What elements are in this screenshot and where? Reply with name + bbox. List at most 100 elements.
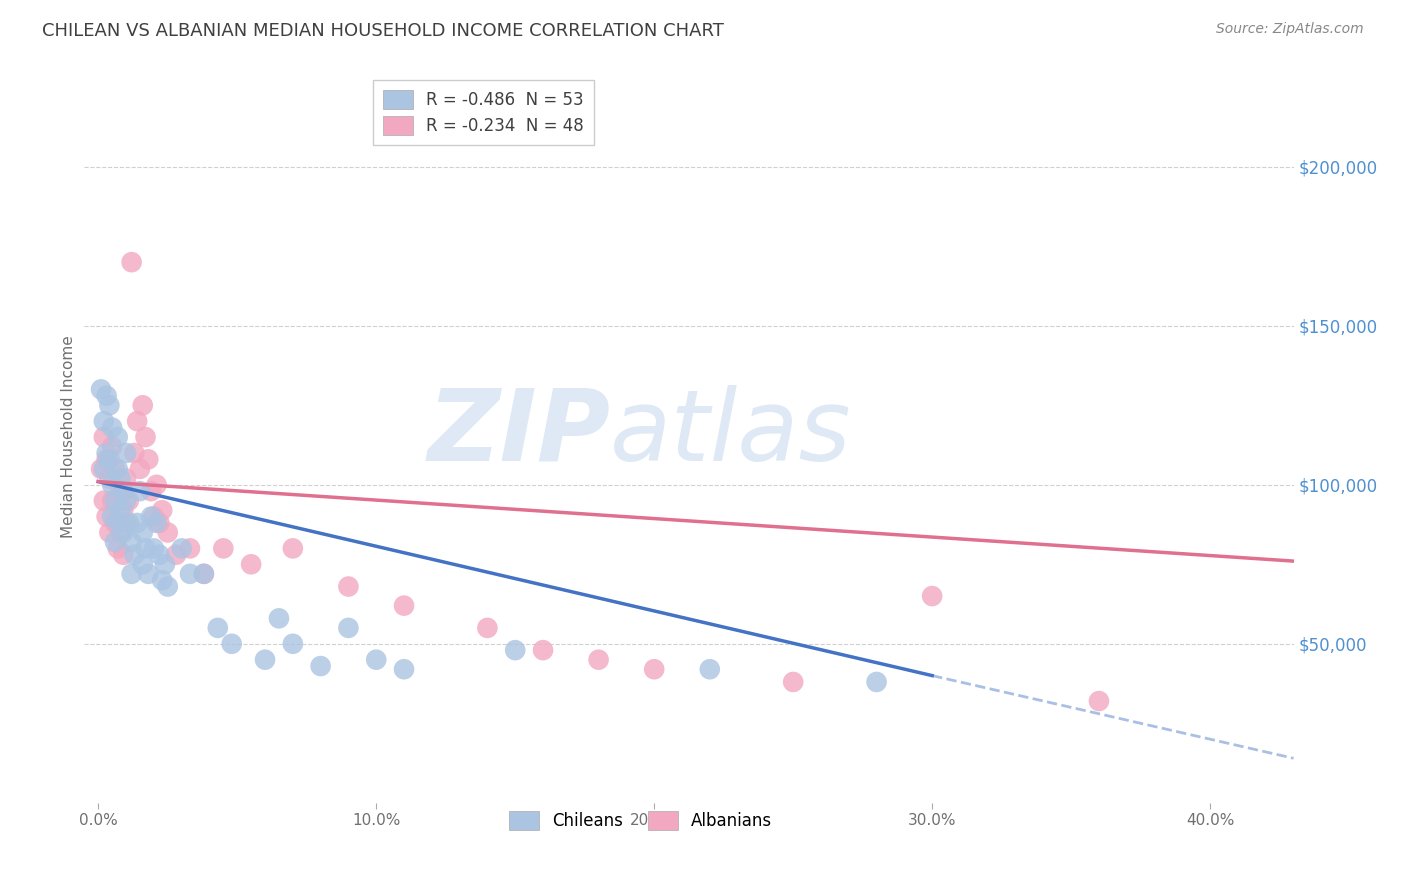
Point [107, 541, 129, 556]
Point [96, 389, 118, 403]
Point [129, 484, 152, 499]
Point [96, 446, 118, 460]
Point [115, 516, 138, 530]
Point [96, 509, 118, 524]
Point [104, 535, 127, 549]
Text: ZIP: ZIP [427, 385, 610, 482]
Point [112, 503, 135, 517]
Point [221, 637, 243, 651]
Point [107, 462, 129, 476]
Point [101, 493, 124, 508]
Point [127, 516, 149, 530]
Point [118, 516, 141, 530]
Point [153, 558, 176, 572]
Point [129, 462, 152, 476]
Point [110, 503, 132, 517]
Point [98, 471, 121, 485]
Point [101, 509, 124, 524]
Point [121, 566, 143, 581]
Point [366, 653, 388, 667]
Point [921, 589, 943, 603]
Point [503, 643, 526, 657]
Point [165, 548, 187, 562]
Point [101, 440, 124, 454]
Point [782, 675, 804, 690]
Point [136, 566, 159, 581]
Point [101, 420, 124, 434]
Point [112, 484, 135, 499]
Point [110, 525, 132, 540]
Point [142, 509, 165, 524]
Point [193, 566, 215, 581]
Point [107, 493, 129, 508]
Point [207, 621, 229, 635]
Point [643, 662, 665, 676]
Point [139, 509, 162, 524]
Point [90, 383, 112, 397]
Point [124, 548, 146, 562]
Point [107, 430, 129, 444]
Point [240, 558, 263, 572]
Point [865, 675, 887, 690]
Point [104, 493, 127, 508]
Text: atlas: atlas [610, 385, 852, 482]
Point [127, 414, 149, 428]
Point [179, 541, 201, 556]
Point [121, 255, 143, 269]
Point [156, 580, 179, 594]
Point [148, 516, 170, 530]
Point [93, 414, 115, 428]
Point [93, 462, 115, 476]
Point [98, 452, 121, 467]
Legend: Chileans, Albanians: Chileans, Albanians [501, 803, 780, 838]
Point [90, 462, 112, 476]
Point [115, 493, 138, 508]
Point [93, 430, 115, 444]
Point [309, 659, 332, 673]
Point [156, 525, 179, 540]
Point [588, 653, 610, 667]
Point [1088, 694, 1111, 708]
Point [139, 484, 162, 499]
Point [337, 621, 360, 635]
Point [101, 477, 124, 491]
Point [104, 516, 127, 530]
Point [179, 566, 201, 581]
Point [281, 637, 304, 651]
Point [392, 599, 415, 613]
Point [124, 446, 146, 460]
Point [118, 493, 141, 508]
Point [170, 541, 193, 556]
Point [150, 573, 173, 587]
Point [112, 548, 135, 562]
Point [193, 566, 215, 581]
Point [142, 541, 165, 556]
Text: Source: ZipAtlas.com: Source: ZipAtlas.com [1216, 22, 1364, 37]
Point [699, 662, 721, 676]
Point [110, 484, 132, 499]
Point [531, 643, 554, 657]
Point [134, 430, 156, 444]
Point [145, 516, 167, 530]
Point [392, 662, 415, 676]
Point [104, 462, 127, 476]
Point [93, 493, 115, 508]
Point [112, 525, 135, 540]
Point [98, 398, 121, 412]
Point [115, 471, 138, 485]
Point [132, 525, 155, 540]
Point [134, 541, 156, 556]
Point [337, 580, 360, 594]
Point [150, 503, 173, 517]
Point [132, 558, 155, 572]
Point [267, 611, 290, 625]
Point [110, 471, 132, 485]
Point [212, 541, 235, 556]
Text: CHILEAN VS ALBANIAN MEDIAN HOUSEHOLD INCOME CORRELATION CHART: CHILEAN VS ALBANIAN MEDIAN HOUSEHOLD INC… [42, 22, 724, 40]
Point [107, 516, 129, 530]
Point [281, 541, 304, 556]
Point [148, 548, 170, 562]
Point [96, 452, 118, 467]
Point [98, 525, 121, 540]
Point [132, 398, 155, 412]
